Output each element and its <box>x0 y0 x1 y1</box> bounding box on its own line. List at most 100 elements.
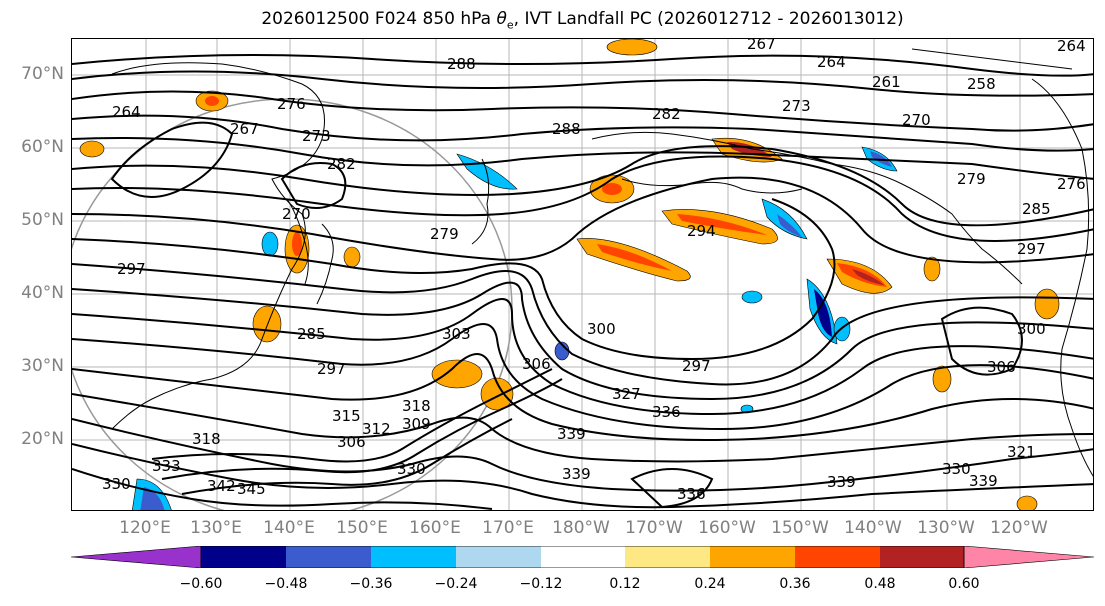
contour-label: 339 <box>969 472 998 490</box>
colorbar-tick: −0.60 <box>179 576 223 592</box>
contour-label: 276 <box>277 95 306 113</box>
negative-anomaly-patch <box>806 278 838 345</box>
contour-label: 309 <box>402 415 431 433</box>
contour-label: 318 <box>192 430 221 448</box>
contour-label: 339 <box>557 425 586 443</box>
positive-anomaly-patch <box>480 377 514 411</box>
colorbar-segment <box>201 546 286 568</box>
lon-label-170e: 170°E <box>482 518 534 538</box>
contour-label: 312 <box>362 420 391 438</box>
positive-anomaly-patch <box>576 238 691 282</box>
theta-subscript: e <box>506 18 514 32</box>
colorbar-segment <box>286 546 371 568</box>
contour-label: 297 <box>317 360 346 378</box>
positive-anomaly-patch <box>431 359 483 389</box>
contour-label: 339 <box>562 465 591 483</box>
colorbar-tick: 0.24 <box>694 576 726 592</box>
colorbar-segment <box>880 546 964 568</box>
lat-label-30n: 30°N <box>21 356 64 376</box>
positive-anomaly-patch <box>606 39 658 56</box>
lon-label-130e: 130°E <box>190 518 242 538</box>
colorbar-tick: 0.48 <box>864 576 896 592</box>
contour-label: 282 <box>327 155 356 173</box>
positive-anomaly-patch <box>923 256 941 282</box>
contour-label: 330 <box>942 460 971 478</box>
contour-label: 342 <box>207 477 236 495</box>
colorbar-tick: 0.60 <box>948 576 980 592</box>
contour-label: 318 <box>402 397 431 415</box>
colorbar-tick: −0.36 <box>349 576 393 592</box>
map-title: 2026012500 F024 850 hPa θe, IVT Landfall… <box>261 9 904 32</box>
contour-label: 306 <box>337 433 366 451</box>
lat-label-40n: 40°N <box>21 283 64 303</box>
colorbar-segment <box>541 546 625 568</box>
positive-anomaly-patch <box>932 365 952 393</box>
lon-label-140w: 140°W <box>844 518 902 538</box>
contour-label: 297 <box>682 357 711 375</box>
contour-label: 264 <box>112 103 141 121</box>
lon-label-160w: 160°W <box>698 518 756 538</box>
colorbar-tick: −0.12 <box>519 576 563 592</box>
lon-label-160e: 160°E <box>409 518 461 538</box>
lat-label-70n: 70°N <box>21 64 64 84</box>
contour-label: 330 <box>397 460 426 478</box>
map-canvas: 267 264 264 258 261 288 276 273 270 264 … <box>72 39 1093 510</box>
contour-label: 279 <box>957 170 986 188</box>
contour-label: 306 <box>987 358 1016 376</box>
contour-label: 282 <box>652 105 681 123</box>
contour-label: 285 <box>297 325 326 343</box>
contour-label: 264 <box>1057 39 1086 55</box>
contour-label: 303 <box>442 325 471 343</box>
contour-label: 288 <box>447 55 476 73</box>
colorbar-high-extend <box>963 546 1094 568</box>
contour-label: 285 <box>1022 200 1051 218</box>
colorbar-tick: 0.36 <box>779 576 811 592</box>
contour-label: 261 <box>872 73 901 91</box>
colorbar-segment <box>795 546 880 568</box>
contour-label: 336 <box>652 403 681 421</box>
colorbar <box>71 546 1094 568</box>
negative-anomaly-patch <box>761 198 808 240</box>
contour-label: 267 <box>230 120 259 138</box>
lon-label-120e: 120°E <box>119 518 171 538</box>
contour-label: 294 <box>687 222 716 240</box>
contour-label: 330 <box>102 475 131 493</box>
colorbar-segment <box>625 546 710 568</box>
colorbar-segment <box>456 546 541 568</box>
colorbar-low-extend <box>71 546 202 568</box>
contour-label: 297 <box>1017 240 1046 258</box>
positive-anomaly-patch <box>1016 495 1038 510</box>
contour-label: 297 <box>117 260 146 278</box>
lon-label-180w: 180°W <box>552 518 610 538</box>
map-panel: 267 264 264 258 261 288 276 273 270 264 … <box>71 38 1094 511</box>
lat-label-20n: 20°N <box>21 429 64 449</box>
negative-anomaly-patch <box>741 290 763 304</box>
contour-label: 270 <box>282 205 311 223</box>
contour-label: 321 <box>1007 443 1036 461</box>
positive-anomaly-patch <box>252 305 282 343</box>
positive-anomaly-patch <box>79 140 105 158</box>
lat-label-60n: 60°N <box>21 137 64 157</box>
contour-label: 336 <box>677 485 706 503</box>
positive-anomaly-patch <box>195 90 229 112</box>
colorbar-tick: −0.48 <box>264 576 308 592</box>
contour-label: 273 <box>782 97 811 115</box>
contour-label: 276 <box>1057 175 1086 193</box>
graticule <box>72 39 1093 510</box>
contour-label: 267 <box>747 39 776 53</box>
positive-anomaly-patch <box>1034 288 1060 320</box>
lon-label-140e: 140°E <box>263 518 315 538</box>
positive-anomaly-patch <box>826 258 893 294</box>
contour-label: 270 <box>902 111 931 129</box>
contour-label: 300 <box>587 320 616 338</box>
lon-label-150w: 150°W <box>771 518 829 538</box>
contour-label: 339 <box>827 473 856 491</box>
contour-label: 279 <box>430 225 459 243</box>
contour-label: 333 <box>152 457 181 475</box>
contour-labels: 267 264 264 258 261 288 276 273 270 264 … <box>102 39 1086 503</box>
negative-anomaly-patch <box>131 478 172 510</box>
colorbar-tick: 0.12 <box>609 576 641 592</box>
colorbar-tick: −0.24 <box>434 576 478 592</box>
range-circle <box>72 98 513 510</box>
colorbar-segment <box>371 546 456 568</box>
